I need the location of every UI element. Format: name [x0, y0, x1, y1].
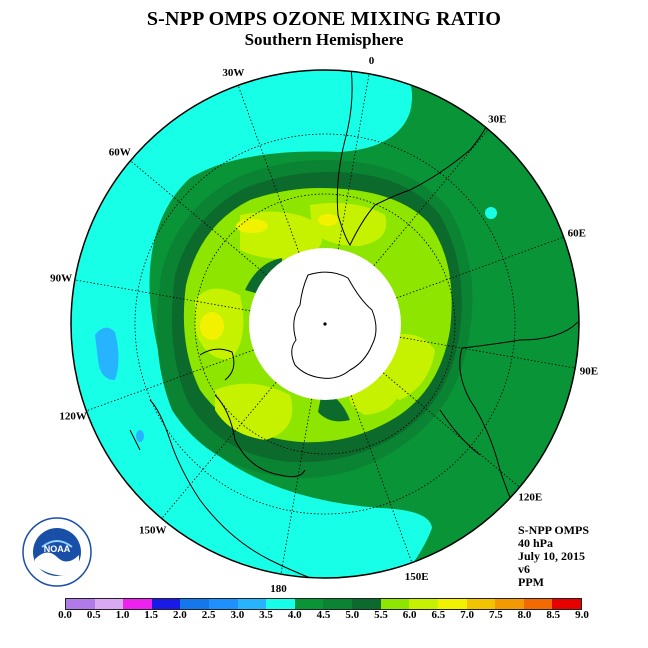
colorbar-tick-label: 6.5 — [431, 609, 446, 621]
colorbar — [65, 598, 582, 610]
colorbar-segment — [123, 599, 152, 609]
graticule — [74, 73, 576, 575]
colorbar-tick-label: 2.0 — [173, 609, 187, 621]
info-instrument: S-NPP OMPS — [518, 523, 589, 537]
colorbar-segment — [380, 599, 410, 609]
chart-subtitle: Southern Hemisphere — [244, 30, 404, 49]
meridian-label: 150E — [405, 571, 429, 583]
band-6.5-7.0 — [236, 219, 268, 233]
meridian-label: 90W — [50, 272, 72, 284]
colorbar-tick-label: 9.0 — [575, 609, 589, 621]
band-2.5-3.0-patch — [95, 327, 119, 380]
colorbar-segment — [495, 599, 524, 609]
colorbar-tick-label: 4.0 — [287, 609, 302, 621]
colorbar-tick-label: 7.0 — [460, 609, 474, 621]
info-version: v6 — [518, 562, 530, 576]
meridian-line — [350, 395, 413, 563]
meridian-label: 0 — [369, 55, 375, 67]
band-6.0-6.5 — [310, 202, 387, 246]
meridian-label: 60W — [109, 147, 131, 159]
meridian-line — [396, 236, 564, 299]
colorbar-tick-label: 0.0 — [58, 609, 72, 621]
logo-text: NOAA — [44, 544, 71, 554]
colorbar-segment — [151, 599, 181, 609]
meridian-line — [382, 372, 520, 488]
colorbar-segment — [552, 599, 581, 609]
meridian-line — [74, 279, 251, 312]
meridian-label: 30W — [222, 67, 244, 79]
colorbar-segment — [94, 599, 124, 609]
south-pole-marker — [323, 322, 327, 326]
meridian-labels: 90W 60W 30W 0 30E 60E 90E 120E 150E 180 150W 120W — [50, 55, 598, 595]
coastlines — [129, 70, 579, 578]
colorbar-tick-label: 2.5 — [201, 609, 216, 621]
colorbar-tick-label: 5.5 — [374, 609, 388, 621]
meridian-label: 150W — [139, 524, 167, 536]
noaa-logo-icon: NOAA — [22, 517, 92, 587]
band-6.5-7.0 — [200, 312, 224, 340]
colorbar-tick-label: 7.5 — [488, 609, 503, 621]
colorbar-segment — [209, 599, 238, 609]
colorbar-segment — [294, 599, 324, 609]
colorbar-tick-label: 0.5 — [86, 609, 101, 621]
colorbar-tick-label: 6.0 — [402, 609, 417, 621]
meridian-label: 120W — [59, 411, 87, 423]
info-date: July 10, 2015 — [518, 549, 586, 563]
colorbar-segment — [352, 599, 381, 609]
colorbar-tick-label: 8.0 — [517, 609, 532, 621]
latitude-circle — [194, 193, 456, 455]
colorbar-segment — [523, 599, 553, 609]
colorbar-segment — [409, 599, 438, 609]
meridian-line — [130, 160, 268, 276]
meridian-label: 90E — [580, 366, 598, 378]
meridian-line — [337, 73, 370, 250]
colorbar-segment — [180, 599, 210, 609]
meridian-label: 60E — [568, 227, 586, 239]
info-level: 40 hPa — [518, 536, 554, 550]
meridian-label: 30E — [488, 114, 506, 126]
colorbar-tick-label: 8.5 — [546, 609, 561, 621]
colorbar-segment — [266, 599, 295, 609]
meridian-label: 120E — [518, 491, 542, 503]
meridian-label: 180 — [270, 583, 287, 595]
colorbar-segment — [237, 599, 267, 609]
colorbar-segment — [466, 599, 496, 609]
colorbar-tick-label: 3.5 — [259, 609, 273, 621]
meridian-line — [399, 336, 576, 369]
chart-title: S-NPP OMPS OZONE MIXING RATIO — [146, 8, 502, 30]
colorbar-tick-label: 5.0 — [345, 609, 360, 621]
band-3.5-4.0-patch — [485, 207, 497, 219]
colorbar-tick-label: 1.5 — [144, 609, 159, 621]
info-units: PPM — [518, 575, 544, 589]
meridian-line — [280, 398, 313, 575]
colorbar-tick-label: 1.0 — [115, 609, 130, 621]
meridian-line — [237, 85, 300, 253]
band-6.0-6.5 — [215, 383, 293, 440]
colorbar-tick-label: 4.5 — [316, 609, 331, 621]
colorbar-segment — [66, 599, 95, 609]
map-border — [70, 69, 580, 579]
latitude-circle — [134, 133, 516, 515]
band-2.5-3.0-patch — [136, 430, 144, 442]
meridian-line — [86, 349, 254, 412]
antarctica-coastline — [291, 271, 377, 379]
band-3.5-4.0-pacific — [71, 70, 432, 578]
meridian-line — [373, 129, 489, 267]
meridian-line — [161, 381, 277, 519]
colorbar-segment — [323, 599, 353, 609]
colorbar-tick-label: 3.0 — [230, 609, 245, 621]
colorbar-segment — [437, 599, 467, 609]
band-6.5-7.0 — [318, 214, 338, 226]
